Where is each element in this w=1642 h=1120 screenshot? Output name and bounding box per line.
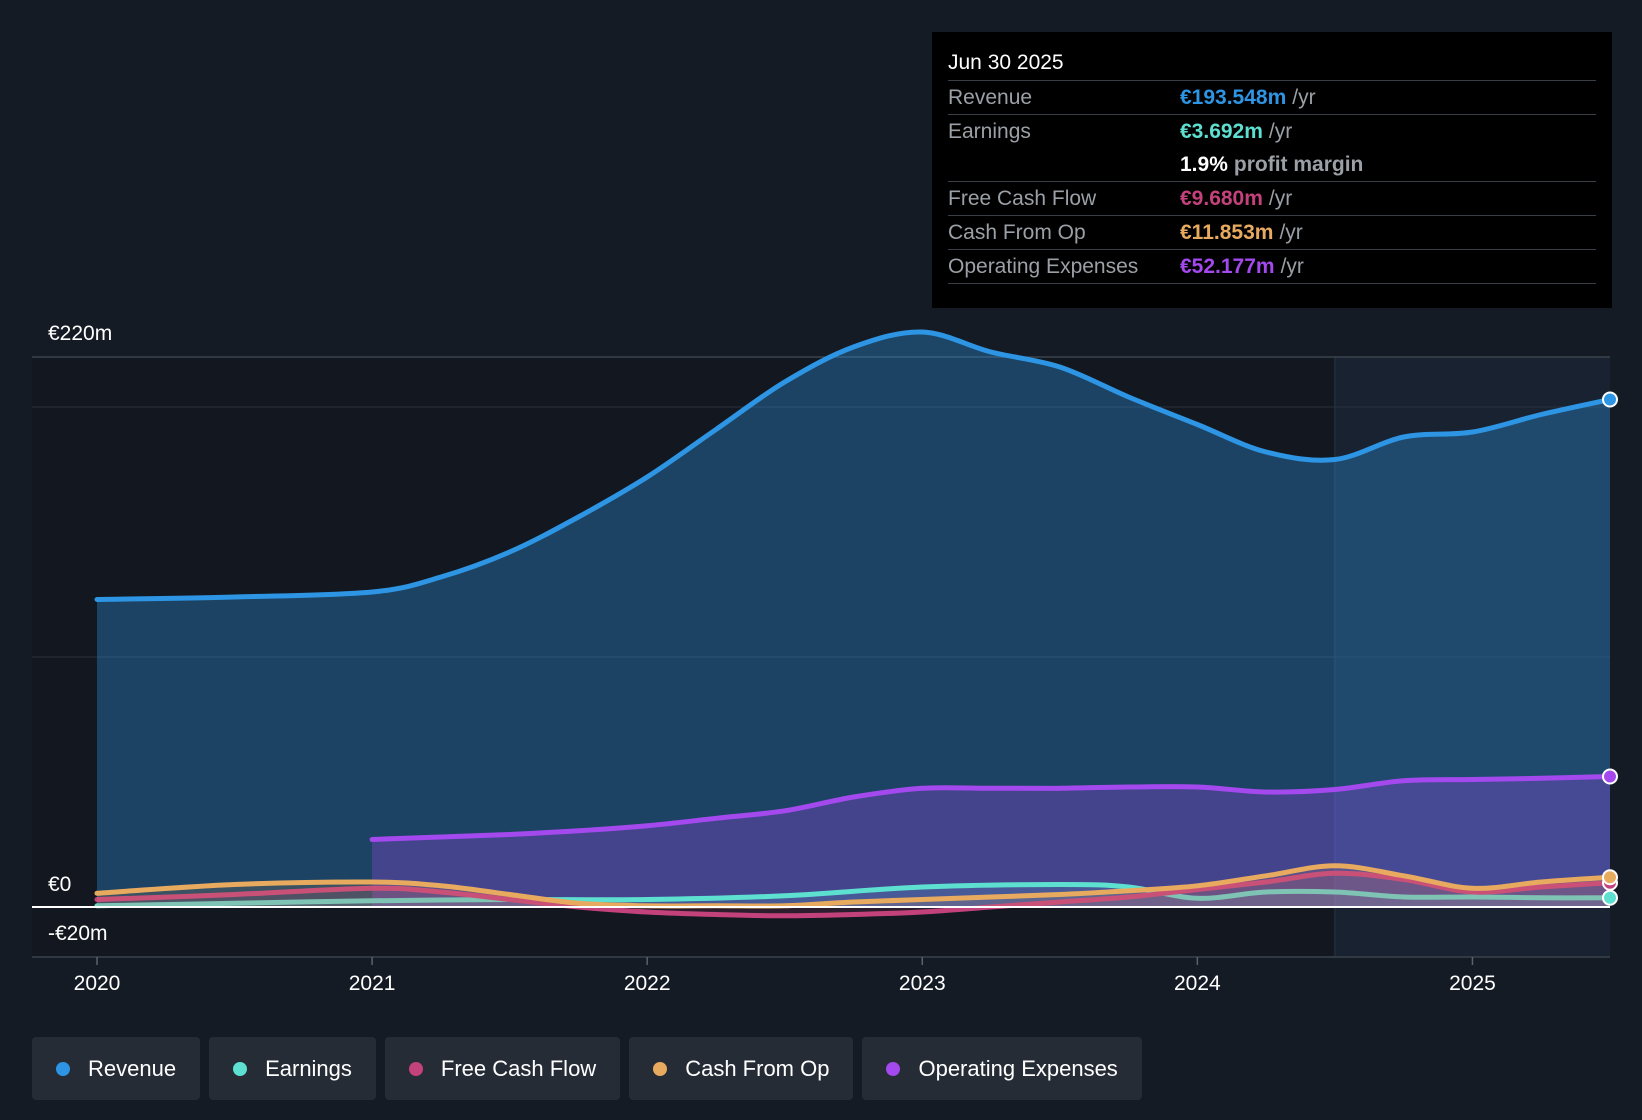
operating-expenses-end-marker <box>1602 768 1618 785</box>
tooltip-date: Jun 30 2025 <box>948 46 1596 81</box>
tooltip-value: €9.680m <box>1180 187 1263 210</box>
tooltip-label: Operating Expenses <box>948 255 1139 278</box>
tooltip-row-fcf: Free Cash Flow €9.680m /yr <box>948 182 1596 216</box>
tooltip-unit: /yr <box>1292 86 1316 109</box>
legend-label: Cash From Op <box>685 1055 830 1081</box>
legend-label: Free Cash Flow <box>440 1055 597 1081</box>
tooltip-unit: /yr <box>1268 187 1293 210</box>
tooltip-value: 1.9% <box>1180 153 1228 176</box>
y-label-zero: €0 <box>48 873 71 896</box>
earnings-end-marker <box>1602 889 1618 906</box>
legend-dot-icon <box>653 1061 668 1076</box>
free-cash-flow-area <box>97 873 1610 916</box>
tooltip-row-opex: Operating Expenses €52.177m /yr <box>948 250 1596 284</box>
cash-from-op-area <box>97 865 1610 907</box>
x-tick-label-2020: 2020 <box>74 972 121 995</box>
legend-item-revenue[interactable]: Revenue <box>32 1037 201 1100</box>
legend: Revenue Earnings Free Cash Flow Cash Fro… <box>32 1037 1142 1100</box>
legend-item-operating-expenses[interactable]: Operating Expenses <box>862 1037 1142 1100</box>
tooltip-label: Earnings <box>948 120 1031 143</box>
tooltip-label: Free Cash Flow <box>948 187 1097 210</box>
x-tick-label-2022: 2022 <box>624 972 671 995</box>
x-tick-label-2023: 2023 <box>899 972 946 995</box>
operating-expenses-line <box>369 774 1613 842</box>
tooltip-unit: profit margin <box>1233 153 1364 176</box>
y-label-max: €220m <box>48 322 112 345</box>
legend-item-earnings[interactable]: Earnings <box>209 1037 376 1100</box>
tooltip-row-cfo: Cash From Op €11.853m /yr <box>948 216 1596 250</box>
tooltip-row-revenue: Revenue €193.548m /yr <box>948 81 1596 115</box>
tooltip-value: €3.692m <box>1180 120 1263 143</box>
free-cash-flow-line <box>94 870 1613 919</box>
x-tick-label-2021: 2021 <box>349 972 396 995</box>
legend-dot-icon <box>233 1061 248 1076</box>
x-tick-label-2025: 2025 <box>1449 972 1496 995</box>
y-label-min: -€20m <box>48 922 108 945</box>
tooltip-value: €11.853m <box>1180 221 1274 244</box>
legend-dot-icon <box>408 1061 423 1076</box>
revenue-end-marker <box>1602 391 1618 408</box>
x-axis: 2020 2021 2022 2023 2024 2025 <box>74 957 1496 995</box>
tooltip-unit: /yr <box>1280 255 1304 278</box>
revenue-line <box>94 329 1613 602</box>
legend-item-cash-from-op[interactable]: Cash From Op <box>629 1037 854 1100</box>
legend-dot-icon <box>56 1061 70 1076</box>
tooltip-label: Revenue <box>948 86 1033 109</box>
end-markers <box>1602 391 1618 906</box>
series-layer <box>94 329 1613 919</box>
tooltip: Jun 30 2025 Revenue €193.548m /yr Earnin… <box>932 32 1612 308</box>
revenue-area <box>97 331 1610 908</box>
tooltip-unit: /yr <box>1279 221 1303 244</box>
tooltip-label: Cash From Op <box>948 221 1086 244</box>
earnings-line <box>94 881 1613 909</box>
legend-dot-icon <box>886 1061 901 1076</box>
legend-label: Revenue <box>88 1055 177 1081</box>
legend-label: Operating Expenses <box>918 1055 1118 1081</box>
legend-item-free-cash-flow[interactable]: Free Cash Flow <box>384 1037 621 1100</box>
tooltip-row-earnings: Earnings €3.692m /yr <box>948 115 1596 148</box>
tooltip-value: €193.548m <box>1180 86 1287 109</box>
legend-label: Earnings <box>265 1055 352 1081</box>
tooltip-label <box>948 148 1180 181</box>
tooltip-row-margin: 1.9% profit margin <box>948 148 1596 182</box>
tooltip-value: €52.177m <box>1180 255 1275 278</box>
tooltip-unit: /yr <box>1268 120 1293 143</box>
cash-from-op-end-marker <box>1602 869 1618 886</box>
cash-from-op-line <box>94 863 1613 909</box>
x-tick-label-2024: 2024 <box>1174 972 1221 995</box>
